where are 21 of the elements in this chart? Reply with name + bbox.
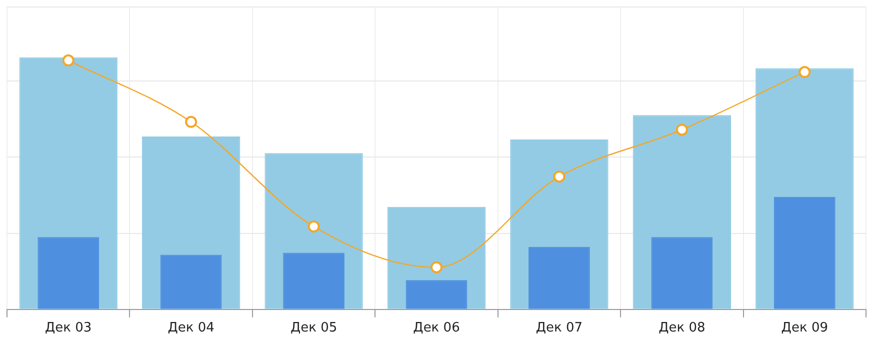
x-tick-label: Дек 05 <box>290 320 338 336</box>
bar <box>406 280 468 309</box>
point <box>430 261 442 274</box>
x-tick-label: Дек 04 <box>168 320 214 336</box>
bar <box>528 246 590 309</box>
point <box>553 170 566 183</box>
bar <box>651 237 713 309</box>
bar <box>38 237 100 309</box>
point <box>62 54 74 66</box>
bar <box>774 197 836 309</box>
bar <box>160 254 222 309</box>
bar <box>283 252 344 309</box>
x-tick-label: Дек 09 <box>781 320 828 336</box>
point <box>308 220 320 232</box>
x-tick-label: Дек 06 <box>413 320 460 336</box>
x-tick-label: Дек 07 <box>536 320 583 336</box>
point <box>185 116 198 128</box>
x-tick-label: Дек 03 <box>45 320 92 336</box>
point <box>798 66 811 78</box>
x-tick-label: Дек 08 <box>658 320 706 336</box>
point <box>676 124 688 136</box>
